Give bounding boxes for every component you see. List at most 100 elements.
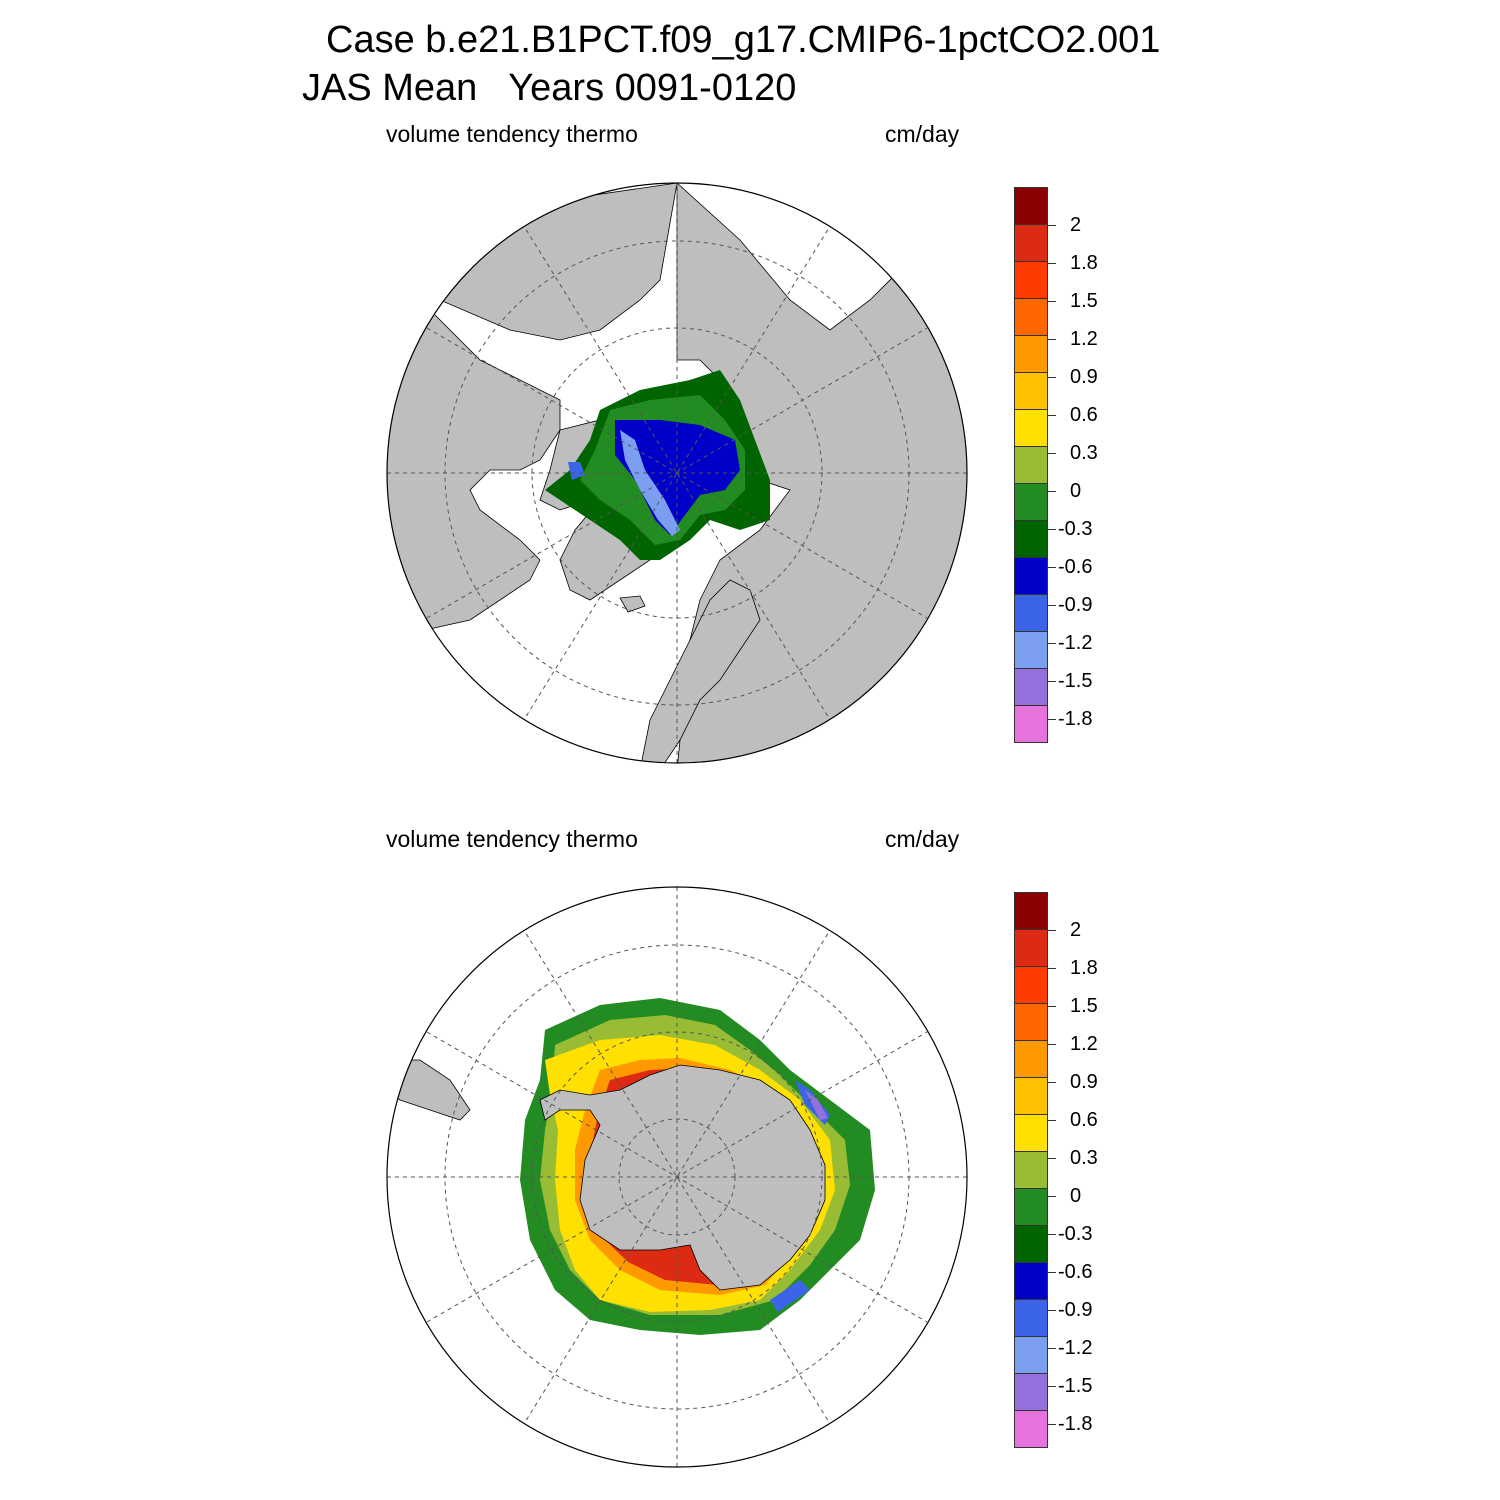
colorbar-swatch (1014, 1115, 1048, 1152)
colorbar-tick-label: -1.5 (1058, 1375, 1093, 1397)
colorbar-tick-mark (1048, 1348, 1056, 1349)
colorbar-swatch (1014, 1263, 1048, 1300)
land-europe (639, 579, 761, 763)
colorbar-tick-mark (1048, 1310, 1056, 1311)
north-panel-units-label: cm/day (885, 121, 960, 147)
colorbar-tick-mark (1048, 453, 1056, 454)
colorbar-swatch (1014, 1041, 1048, 1078)
colorbar-tick-mark (1048, 1120, 1056, 1121)
colorbar-swatch (1014, 1189, 1048, 1226)
colorbar-swatch (1014, 1300, 1048, 1337)
colorbar-swatch (1014, 484, 1048, 521)
colorbar-tick-mark (1048, 1082, 1056, 1083)
colorbar-swatch (1014, 299, 1048, 336)
colorbar-tick-mark (1048, 1386, 1056, 1387)
figure-title-line2: JAS Mean Years 0091-0120 (302, 67, 797, 109)
colorbar-tick-label: 0.3 (1070, 1147, 1098, 1169)
colorbar-swatch (1014, 521, 1048, 558)
figure-title-line1: Case b.e21.B1PCT.f09_g17.CMIP6-1pctCO2.0… (326, 19, 1161, 61)
colorbar-tick-label: 0.9 (1070, 366, 1098, 388)
colorbar-tick-label: 0.6 (1070, 404, 1098, 426)
colorbar-swatch (1014, 410, 1048, 447)
colorbar-swatch (1014, 669, 1048, 706)
colorbar-swatch (1014, 595, 1048, 632)
colorbar-tick-mark (1048, 263, 1056, 264)
colorbar-tick-label: -1.8 (1058, 1413, 1093, 1435)
colorbar-swatch (1014, 262, 1048, 299)
colorbar-tick-mark (1048, 1234, 1056, 1235)
colorbar-tick-label: 2 (1070, 919, 1082, 941)
colorbar-tick-mark (1048, 1158, 1056, 1159)
colorbar-swatch (1014, 1004, 1048, 1041)
colorbar-tick-mark (1048, 225, 1056, 226)
colorbar-tick-mark (1048, 491, 1056, 492)
land-iceland (619, 595, 646, 613)
colorbar-tick-label: 1.8 (1070, 957, 1098, 979)
north-polar-map (386, 182, 968, 764)
colorbar-tick-mark (1048, 377, 1056, 378)
colorbar-tick-mark (1048, 1196, 1056, 1197)
south-polar-map (386, 886, 968, 1468)
colorbar-tick-label: 1.5 (1070, 995, 1098, 1017)
colorbar-tick-mark (1048, 930, 1056, 931)
colorbar-swatch (1014, 1078, 1048, 1115)
south-ice-blue-southeast (770, 1280, 810, 1312)
north-ice-bright (568, 462, 585, 480)
south-panel-units-label: cm/day (885, 826, 960, 852)
colorbar-tick-label: 0 (1070, 1185, 1082, 1207)
colorbar-tick-label: -0.9 (1058, 594, 1093, 616)
colorbar-tick-label: 1.2 (1070, 1033, 1098, 1055)
colorbar-swatch (1014, 930, 1048, 967)
colorbar-tick-mark (1048, 681, 1056, 682)
colorbar-tick-mark (1048, 1424, 1056, 1425)
colorbar-swatch (1014, 373, 1048, 410)
colorbar-swatch (1014, 1374, 1048, 1411)
colorbar-swatch (1014, 1411, 1048, 1448)
colorbar-swatch (1014, 967, 1048, 1004)
colorbar-tick-mark (1048, 301, 1056, 302)
colorbar-tick-label: -0.6 (1058, 1261, 1093, 1283)
colorbar-tick-mark (1048, 719, 1056, 720)
colorbar-swatch (1014, 1152, 1048, 1189)
colorbar-tick-label: 1.5 (1070, 290, 1098, 312)
colorbar-swatch (1014, 1226, 1048, 1263)
colorbar-tick-label: 0.3 (1070, 442, 1098, 464)
colorbar-tick-label: 0.9 (1070, 1071, 1098, 1093)
colorbar-tick-label: -0.3 (1058, 1223, 1093, 1245)
colorbar-swatch (1014, 447, 1048, 484)
north-colorbar (1014, 187, 1048, 743)
colorbar-tick-mark (1048, 339, 1056, 340)
land-antarctica (539, 1064, 826, 1291)
colorbar-tick-label: -1.5 (1058, 670, 1093, 692)
colorbar-swatch (1014, 632, 1048, 669)
colorbar-swatch (1014, 187, 1048, 225)
colorbar-tick-label: 0.6 (1070, 1109, 1098, 1131)
colorbar-tick-label: 0 (1070, 480, 1082, 502)
colorbar-tick-mark (1048, 529, 1056, 530)
colorbar-tick-label: -0.6 (1058, 556, 1093, 578)
colorbar-tick-mark (1048, 415, 1056, 416)
colorbar-swatch (1014, 1337, 1048, 1374)
colorbar-swatch (1014, 558, 1048, 595)
colorbar-tick-mark (1048, 1272, 1056, 1273)
colorbar-tick-mark (1048, 643, 1056, 644)
colorbar-tick-label: 1.8 (1070, 252, 1098, 274)
south-ice-purple (805, 1090, 828, 1120)
colorbar-tick-label: -0.3 (1058, 518, 1093, 540)
colorbar-tick-label: -1.2 (1058, 1337, 1093, 1359)
colorbar-tick-label: -1.2 (1058, 632, 1093, 654)
colorbar-swatch (1014, 225, 1048, 262)
colorbar-tick-mark (1048, 968, 1056, 969)
north-ice-core (615, 420, 740, 535)
colorbar-tick-mark (1048, 605, 1056, 606)
south-colorbar (1014, 892, 1048, 1448)
colorbar-tick-label: 1.2 (1070, 328, 1098, 350)
colorbar-tick-label: 2 (1070, 214, 1082, 236)
colorbar-tick-mark (1048, 1006, 1056, 1007)
colorbar-tick-label: -1.8 (1058, 708, 1093, 730)
south-panel-variable-label: volume tendency thermo (386, 826, 638, 852)
colorbar-tick-label: -0.9 (1058, 1299, 1093, 1321)
north-panel-variable-label: volume tendency thermo (386, 121, 638, 147)
land-north-america-west (387, 299, 561, 641)
